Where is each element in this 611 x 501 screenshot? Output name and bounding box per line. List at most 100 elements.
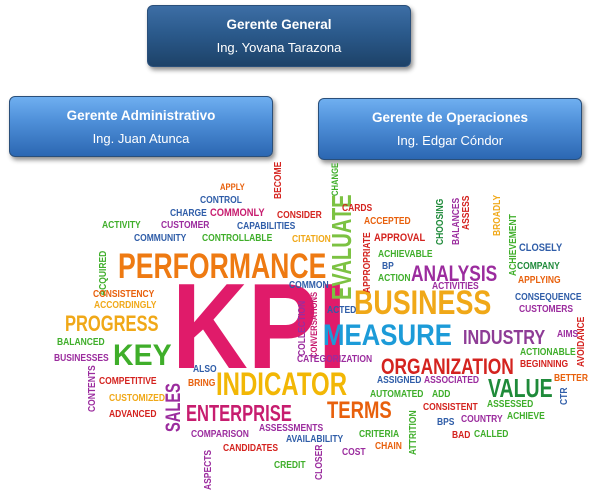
- word-performance: PERFORMANCE: [118, 246, 326, 285]
- word-consistency: CONSISTENCY: [93, 288, 155, 299]
- word-terms: TERMS: [327, 397, 392, 424]
- word-approval: APPROVAL: [374, 232, 425, 244]
- word-key: KEY: [113, 339, 172, 372]
- word-credit: CREDIT: [274, 459, 306, 470]
- word-acted: ACTED: [327, 304, 357, 315]
- word-associated: ASSOCIATED: [424, 374, 479, 385]
- word-assessments: ASSESSMENTS: [259, 422, 323, 433]
- operations-manager-box: Gerente de Operaciones Ing. Edgar Cóndor: [318, 98, 582, 160]
- word-achieve: ACHIEVE: [507, 410, 545, 421]
- word-customers: CUSTOMERS: [519, 303, 573, 314]
- word-automated: AUTOMATED: [370, 388, 424, 399]
- word-control: CONTROL: [200, 194, 242, 205]
- word-consider: CONSIDER: [277, 209, 322, 220]
- word-assessed: ASSESSED: [487, 398, 534, 409]
- word-bring: BRING: [188, 377, 215, 388]
- general-manager-role: Gerente General: [226, 17, 332, 32]
- word-accordingly: ACCORDINGLY: [94, 299, 157, 310]
- word-attrition: ATTRITION: [407, 410, 418, 455]
- word-customized: CUSTOMIZED: [109, 392, 165, 403]
- word-chain: CHAIN: [375, 440, 402, 451]
- word-comparison: COMPARISON: [191, 428, 249, 439]
- word-conversations: CONVERSATIONS: [308, 292, 319, 358]
- word-common: COMMON: [289, 279, 329, 290]
- word-citation: CITATION: [292, 233, 331, 244]
- word-bps: BPS: [437, 416, 454, 427]
- word-become: BECOME: [272, 162, 283, 199]
- general-manager-box: Gerente General Ing. Yovana Tarazona: [147, 5, 411, 67]
- word-sales: SALES: [161, 383, 184, 432]
- word-assess: ASSESS: [460, 196, 471, 230]
- word-measure: MEASURE: [323, 318, 452, 351]
- word-appropriate: APPROPRIATE: [361, 232, 372, 293]
- word-businesses: BUSINESSES: [54, 352, 109, 363]
- word-add: ADD: [432, 388, 451, 399]
- word-broadly: BROADLY: [491, 194, 502, 236]
- word-applying: APPLYING: [518, 274, 561, 285]
- word-closer: CLOSER: [313, 444, 324, 480]
- word-evaluate: EVALUATE: [327, 194, 358, 300]
- word-industry: INDUSTRY: [463, 326, 545, 348]
- word-accepted: ACCEPTED: [364, 215, 411, 226]
- word-customer: CUSTOMER: [161, 219, 210, 230]
- word-better: BETTER: [554, 372, 588, 383]
- word-criteria: CRITERIA: [359, 428, 399, 439]
- word-value: VALUE: [488, 373, 553, 402]
- word-progress: PROGRESS: [65, 312, 159, 337]
- admin-manager-role: Gerente Administrativo: [66, 107, 216, 123]
- word-consequence: CONSEQUENCE: [515, 291, 581, 302]
- word-ctr: CTR: [558, 387, 569, 405]
- word-competitive: COMPETITIVE: [99, 375, 157, 386]
- word-organization: ORGANIZATION: [381, 355, 514, 379]
- word-also: ALSO: [193, 363, 217, 374]
- word-assigned: ASSIGNED: [377, 374, 422, 385]
- operations-manager-name: Ing. Edgar Cóndor: [396, 133, 504, 148]
- word-aims: AIMS: [557, 328, 578, 339]
- word-enterprise: ENTERPRISE: [186, 401, 292, 426]
- word-bp: BP: [382, 260, 394, 271]
- word-bad: BAD: [452, 429, 471, 440]
- word-community: COMMUNITY: [134, 232, 187, 243]
- word-controllable: CONTROLLABLE: [202, 232, 272, 243]
- word-indicator: INDICATOR: [216, 366, 347, 402]
- word-collection: COLLECTION: [296, 301, 307, 356]
- word-apply: APPLY: [220, 181, 245, 192]
- word-cards: CARDS: [342, 202, 372, 213]
- word-kpi: KPI: [172, 259, 347, 395]
- word-balances: BALANCES: [450, 198, 461, 245]
- word-beginning: BEGINNING: [520, 358, 568, 369]
- word-candidates: CANDIDATES: [223, 442, 278, 453]
- word-commonly: COMMONLY: [210, 207, 265, 219]
- word-consistent: CONSISTENT: [423, 401, 478, 412]
- word-aspects: ASPECTS: [202, 450, 213, 490]
- word-availability: AVAILABILITY: [286, 433, 344, 444]
- word-activities: ACTIVITIES: [432, 280, 479, 291]
- word-analysis: ANALYSIS: [411, 262, 497, 286]
- word-acquired: ACQUIRED: [97, 250, 108, 296]
- admin-manager-box: Gerente Administrativo Ing. Juan Atunca: [9, 96, 273, 157]
- word-country: COUNTRY: [461, 413, 503, 424]
- word-charge: CHARGE: [170, 207, 207, 218]
- word-contents: CONTENTS: [86, 365, 97, 412]
- word-change: CHANGE: [329, 162, 340, 196]
- operations-manager-role: Gerente de Operaciones: [371, 110, 529, 125]
- word-achievable: ACHIEVABLE: [378, 248, 433, 259]
- general-manager-name: Ing. Yovana Tarazona: [216, 40, 342, 55]
- word-capabilities: CAPABILITIES: [237, 220, 295, 231]
- word-avoidance: AVOIDANCE: [575, 317, 586, 367]
- word-action: ACTION: [378, 272, 411, 283]
- admin-manager-name: Ing. Juan Atunca: [92, 130, 190, 146]
- word-balanced: BALANCED: [57, 336, 105, 347]
- word-choosing: CHOOSING: [434, 199, 445, 245]
- word-advanced: ADVANCED: [109, 408, 157, 419]
- word-cost: COST: [342, 446, 366, 457]
- word-achievement: ACHIEVEMENT: [507, 214, 518, 276]
- word-activity: ACTIVITY: [102, 219, 141, 230]
- word-closely: CLOSELY: [519, 242, 562, 254]
- word-company: COMPANY: [517, 260, 560, 271]
- word-categorization: CATEGORIZATION: [297, 353, 372, 364]
- word-business: BUSINESS: [354, 284, 491, 322]
- word-called: CALLED: [474, 428, 509, 439]
- word-actionable: ACTIONABLE: [520, 346, 576, 357]
